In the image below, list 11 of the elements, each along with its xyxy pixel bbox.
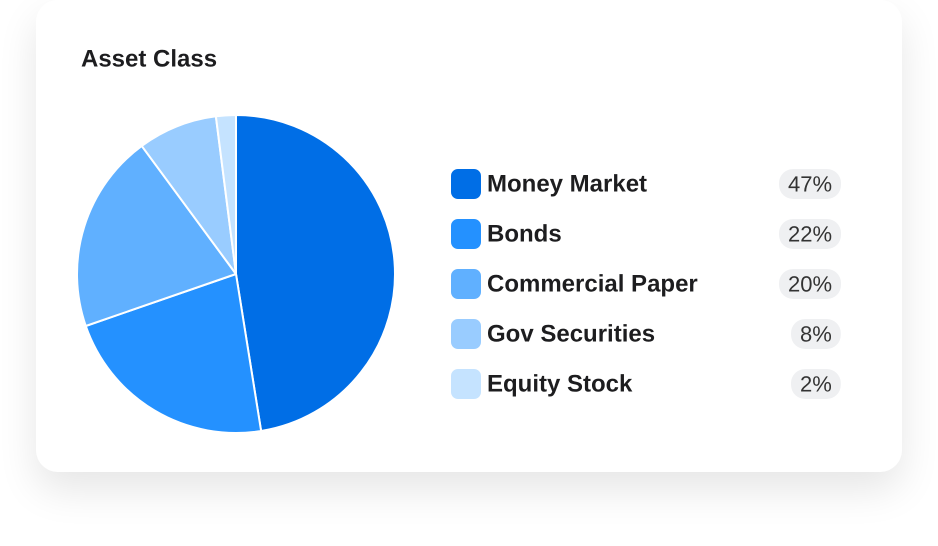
legend-label: Equity Stock [487,370,634,398]
data-label: 2% [800,372,832,396]
data-label: 22% [788,222,832,246]
chart-title: Asset Class [81,46,218,72]
legend-label: Bonds [487,220,562,248]
data-label: 20% [788,272,832,296]
legend-label: Money Market [487,170,648,198]
legend-label: Commercial Paper [487,270,698,298]
legend-label: Gov Securities [487,320,656,348]
data-label: 8% [800,322,832,346]
data-label: 47% [788,172,832,196]
